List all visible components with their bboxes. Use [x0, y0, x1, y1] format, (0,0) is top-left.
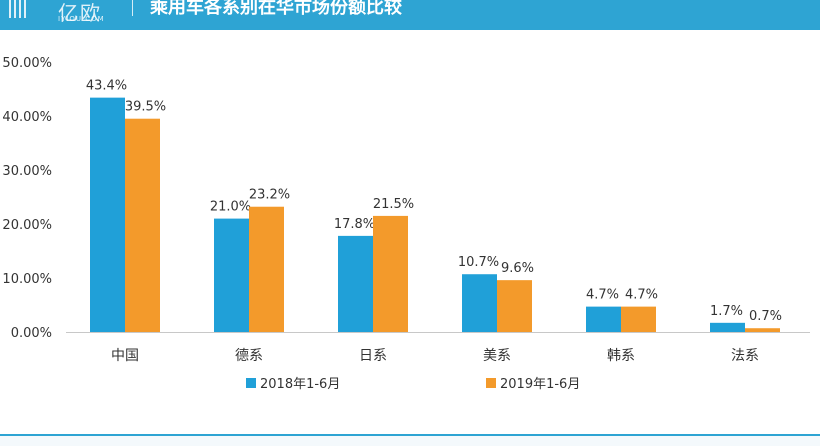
data-label: 17.8%: [334, 217, 375, 232]
bar: [373, 215, 408, 332]
x-tick-label: 美系: [483, 348, 511, 364]
x-tick-label: 德系: [235, 348, 263, 364]
data-label: 4.7%: [625, 288, 658, 303]
logo-subtext: IYIOU·COM: [58, 15, 105, 23]
x-tick-label: 中国: [111, 348, 139, 364]
chart-area: 0.00% 10.00% 20.00% 30.00% 40.00% 50.00% 43.4%…: [0, 30, 820, 434]
y-tick-label: 10.00%: [2, 272, 52, 287]
bar: [745, 328, 780, 332]
bar: [249, 206, 284, 332]
data-label: 21.0%: [210, 200, 251, 215]
bar-chart: 0.00% 10.00% 20.00% 30.00% 40.00% 50.00% 43.4%…: [2, 56, 810, 392]
bar: [621, 306, 656, 332]
bar: [710, 322, 745, 332]
data-label: 4.7%: [586, 288, 619, 303]
bar: [90, 97, 125, 332]
logo-text: 亿欧: [58, 1, 102, 25]
data-label: 1.7%: [710, 304, 743, 319]
y-tick-label: 30.00%: [2, 164, 52, 179]
legend-swatch: [246, 378, 256, 388]
page-title: 乘用车各系别在华市场份额比较: [150, 0, 402, 18]
x-tick-label: 法系: [731, 348, 759, 364]
x-tick-label: 韩系: [607, 348, 635, 364]
data-label: 39.5%: [125, 100, 166, 115]
legend-label: 2018年1-6月: [260, 377, 340, 392]
data-label: 43.4%: [86, 79, 127, 94]
y-tick-label: 50.00%: [2, 56, 52, 71]
bar: [214, 218, 249, 332]
legend-swatch: [486, 378, 496, 388]
data-label: 0.7%: [749, 309, 782, 324]
footer-band: [0, 434, 820, 446]
y-tick-label: 0.00%: [11, 326, 52, 341]
data-label: 21.5%: [373, 197, 414, 212]
y-tick-label: 40.00%: [2, 110, 52, 125]
data-label: 9.6%: [501, 261, 534, 276]
logo-icon: [9, 0, 26, 18]
bar: [497, 280, 532, 332]
y-tick-label: 20.00%: [2, 218, 52, 233]
header-bar: 亿欧 IYIOU·COM 乘用车各系别在华市场份额比较: [0, 0, 820, 30]
header-divider: [132, 0, 133, 16]
legend-label: 2019年1-6月: [500, 377, 580, 392]
data-label: 10.7%: [458, 255, 499, 270]
bar: [125, 118, 160, 332]
bar: [586, 306, 621, 332]
bar: [462, 274, 497, 332]
bar: [338, 235, 373, 332]
x-tick-label: 日系: [359, 348, 387, 364]
data-label: 23.2%: [249, 188, 290, 203]
